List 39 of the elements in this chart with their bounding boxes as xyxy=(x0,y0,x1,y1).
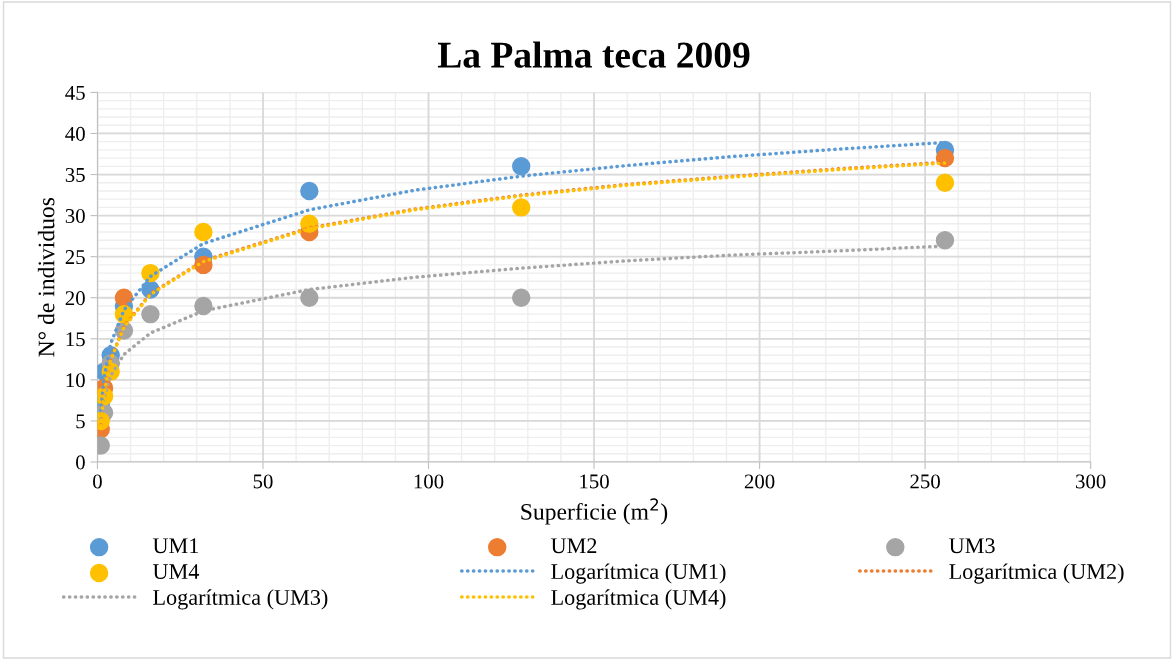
point xyxy=(300,288,319,307)
x-tick-label: 0 xyxy=(93,474,102,489)
point xyxy=(194,222,213,242)
y-tick-label: 40 xyxy=(65,126,85,141)
y-tick-label: 35 xyxy=(65,167,85,182)
x-tick-label: 50 xyxy=(253,474,273,489)
legend-label: UM3 xyxy=(949,538,995,554)
legend-label: UM2 xyxy=(551,538,597,554)
y-tick-label: 20 xyxy=(65,291,85,306)
legend-label: Logarítmica (UM2) xyxy=(949,563,1124,584)
x-tick-label: 150 xyxy=(580,474,609,489)
legend-label: Logarítmica (UM4) xyxy=(551,589,726,610)
legend-label: Logarítmica (UM3) xyxy=(153,589,328,610)
legend-label: UM1 xyxy=(152,538,199,554)
x-tick-label: 250 xyxy=(910,474,940,489)
point xyxy=(194,296,213,316)
x-tick-label: 300 xyxy=(1076,474,1106,489)
y-tick-label: 15 xyxy=(66,332,85,347)
point xyxy=(935,231,955,250)
point xyxy=(935,148,955,168)
point xyxy=(141,304,160,324)
point xyxy=(300,181,319,201)
x-axis-title: Superficie (m$^{2}$) xyxy=(521,498,668,525)
x-tick-label: 100 xyxy=(414,474,444,489)
x-tick-label: 200 xyxy=(744,474,775,489)
y-axis-title: N° de individuos xyxy=(37,197,55,357)
point xyxy=(512,288,531,307)
point xyxy=(512,157,531,176)
y-tick-label: 25 xyxy=(65,250,85,265)
point xyxy=(512,198,531,217)
legend-label: Logarítmica (UM1) xyxy=(551,563,726,584)
legend-label: UM4 xyxy=(152,564,200,580)
point xyxy=(935,173,955,192)
y-tick-label: 0 xyxy=(76,455,85,470)
y-tick-label: 5 xyxy=(76,414,85,429)
y-tick-label: 10 xyxy=(66,373,85,388)
chart-title: La Palma teca 2009 xyxy=(437,41,750,68)
y-tick-label: 45 xyxy=(65,85,85,100)
y-tick-label: 30 xyxy=(65,208,85,224)
